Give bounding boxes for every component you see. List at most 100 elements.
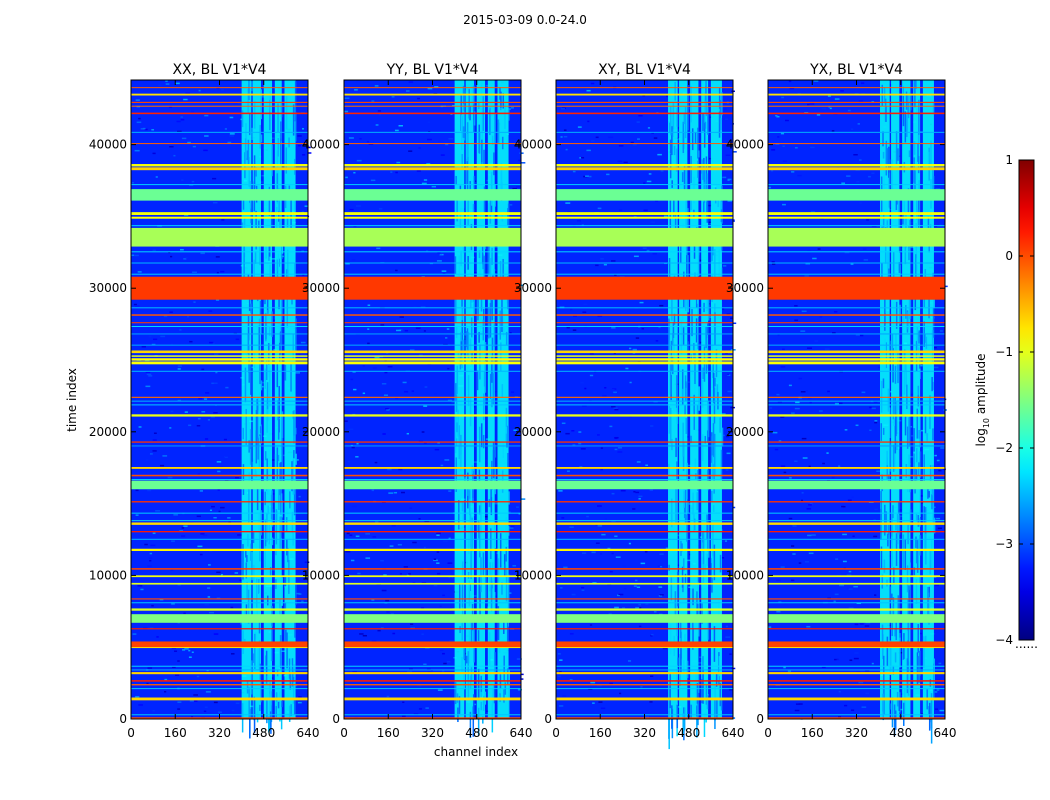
band-streak bbox=[504, 103, 506, 129]
noise-pixel bbox=[848, 588, 853, 590]
time-row bbox=[344, 101, 521, 103]
noise-pixel bbox=[665, 547, 669, 550]
x-tick-label: 160 bbox=[589, 726, 612, 740]
noise-pixel bbox=[201, 368, 205, 371]
noise-pixel bbox=[865, 669, 870, 672]
time-row bbox=[344, 273, 521, 275]
x-tick-label: 320 bbox=[633, 726, 656, 740]
band-streak bbox=[294, 483, 296, 514]
noise-pixel bbox=[936, 517, 941, 520]
noise-pixel bbox=[152, 439, 157, 441]
noise-pixel bbox=[427, 138, 432, 141]
band-streak bbox=[491, 562, 494, 584]
noise-pixel bbox=[384, 371, 388, 374]
noise-pixel bbox=[181, 535, 186, 537]
noise-pixel bbox=[934, 454, 937, 457]
noise-pixel bbox=[860, 334, 864, 337]
noise-pixel bbox=[409, 349, 415, 351]
band-streak bbox=[669, 106, 672, 136]
noise-pixel bbox=[934, 584, 939, 587]
noise-pixel bbox=[447, 367, 450, 370]
time-row bbox=[556, 646, 733, 649]
noise-pixel bbox=[356, 442, 359, 445]
noise-pixel bbox=[298, 353, 301, 356]
band-streak bbox=[501, 384, 504, 398]
band-streak bbox=[466, 157, 469, 191]
noise-pixel bbox=[391, 96, 395, 98]
time-row bbox=[556, 404, 733, 406]
time-row bbox=[556, 167, 733, 171]
x-tick-label: 480 bbox=[677, 726, 700, 740]
band-streak bbox=[695, 318, 698, 343]
band-streak bbox=[490, 528, 492, 560]
noise-pixel bbox=[372, 367, 377, 369]
band-streak bbox=[260, 424, 262, 444]
band-streak bbox=[711, 556, 714, 578]
band-streak bbox=[897, 595, 900, 619]
noise-pixel bbox=[781, 416, 785, 418]
time-row bbox=[131, 131, 308, 133]
noise-pixel bbox=[135, 489, 139, 492]
noise-pixel bbox=[220, 506, 225, 509]
noise-pixel bbox=[170, 343, 174, 346]
noise-pixel bbox=[184, 648, 189, 650]
band-streak bbox=[482, 319, 485, 341]
time-row bbox=[768, 350, 945, 354]
noise-pixel bbox=[381, 383, 387, 385]
noise-pixel bbox=[571, 430, 575, 432]
noise-pixel bbox=[861, 391, 866, 394]
time-row bbox=[344, 93, 521, 96]
time-row bbox=[556, 441, 733, 443]
band-streak bbox=[903, 309, 905, 325]
noise-pixel bbox=[423, 663, 427, 666]
band-streak bbox=[295, 583, 297, 605]
noise-pixel bbox=[937, 527, 942, 530]
band-streak bbox=[695, 674, 697, 705]
noise-pixel bbox=[609, 682, 613, 685]
band-streak bbox=[278, 323, 280, 333]
time-row bbox=[344, 680, 521, 682]
noise-pixel bbox=[858, 100, 864, 102]
noise-pixel bbox=[782, 203, 786, 206]
noise-pixel bbox=[185, 256, 188, 259]
noise-pixel bbox=[205, 691, 211, 693]
band-streak bbox=[916, 540, 919, 573]
noise-pixel bbox=[800, 499, 803, 502]
noise-pixel bbox=[146, 682, 149, 685]
noise-pixel bbox=[858, 681, 864, 684]
band-streak bbox=[246, 681, 249, 694]
noise-pixel bbox=[614, 535, 618, 538]
band-streak bbox=[472, 694, 475, 719]
band-streak bbox=[908, 94, 910, 103]
noise-pixel bbox=[382, 433, 386, 435]
flagged-block bbox=[556, 480, 733, 490]
band-streak bbox=[490, 291, 492, 314]
time-row bbox=[556, 665, 733, 667]
band-streak bbox=[278, 483, 280, 510]
noise-pixel bbox=[794, 319, 799, 322]
noise-pixel bbox=[234, 572, 239, 574]
noise-pixel bbox=[225, 386, 229, 389]
noise-pixel bbox=[849, 659, 853, 662]
noise-pixel bbox=[874, 420, 878, 422]
noise-pixel bbox=[589, 175, 592, 178]
noise-pixel bbox=[638, 603, 642, 606]
band-streak bbox=[257, 437, 260, 460]
noise-pixel bbox=[778, 601, 782, 603]
band-streak bbox=[469, 711, 472, 738]
band-streak bbox=[276, 173, 279, 202]
noise-pixel bbox=[390, 561, 396, 563]
noise-pixel bbox=[610, 388, 615, 391]
band-streak bbox=[478, 332, 480, 343]
noise-pixel bbox=[357, 572, 361, 575]
band-streak bbox=[244, 138, 247, 171]
flagged-block bbox=[768, 227, 945, 247]
noise-pixel bbox=[600, 707, 606, 710]
band-streak bbox=[493, 323, 496, 348]
noise-pixel bbox=[249, 299, 254, 302]
noise-pixel bbox=[250, 366, 255, 369]
band-streak bbox=[461, 614, 464, 641]
noise-pixel bbox=[619, 209, 623, 212]
time-row bbox=[768, 396, 945, 398]
